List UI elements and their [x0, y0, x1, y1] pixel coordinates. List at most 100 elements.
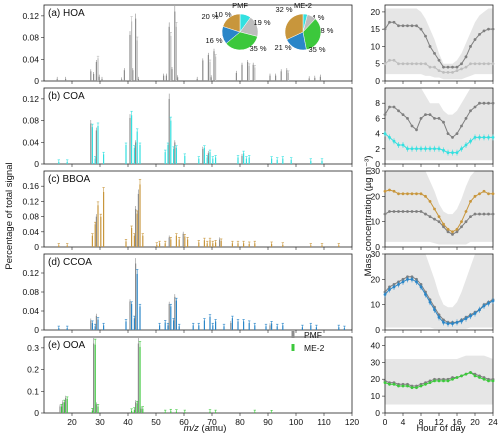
data-point	[419, 27, 423, 31]
bar-me2	[156, 244, 158, 247]
y-tick-label: 0	[375, 159, 380, 169]
data-point	[446, 151, 450, 155]
bar-me2	[203, 240, 205, 247]
data-point	[469, 45, 472, 48]
bar-pmf	[168, 303, 170, 330]
data-point	[388, 136, 391, 139]
pie-slice-label: 32 %	[275, 5, 292, 14]
bar-pmf	[165, 75, 167, 81]
bar-me2	[198, 158, 200, 164]
y-tick-label: 0	[375, 76, 380, 86]
y-tick-label: 0.16	[22, 181, 39, 191]
data-point	[455, 65, 459, 69]
bar-pmf	[174, 11, 176, 82]
data-point	[406, 24, 409, 28]
bar-pmf	[275, 75, 277, 81]
bar-me2	[142, 408, 144, 413]
bar-me2	[139, 184, 141, 247]
data-point	[437, 69, 441, 73]
bar-me2	[97, 319, 99, 330]
data-point	[487, 62, 490, 66]
data-point	[451, 70, 454, 74]
bar-me2	[206, 243, 208, 247]
data-point	[383, 212, 387, 216]
bar-me2	[315, 327, 317, 330]
bar-me2	[223, 326, 225, 330]
series-me2	[383, 130, 495, 156]
data-point	[388, 20, 391, 24]
data-point	[469, 215, 472, 219]
bar-me2	[125, 145, 127, 164]
data-point	[397, 24, 400, 28]
data-point	[401, 210, 405, 213]
data-point	[419, 117, 423, 120]
data-point	[491, 379, 495, 383]
data-point	[383, 293, 387, 296]
bar-me2	[136, 40, 138, 81]
data-point	[428, 200, 432, 203]
data-point	[478, 212, 481, 216]
data-point	[464, 372, 468, 376]
left-x-axis-label-unit: (amu)	[199, 423, 226, 434]
bar-me2	[184, 155, 186, 164]
bar-pmf	[171, 69, 173, 81]
data-point	[392, 139, 396, 143]
data-point	[428, 300, 432, 304]
bar-me2	[63, 402, 65, 413]
data-point	[424, 382, 427, 386]
x-tick-label: 40	[123, 417, 133, 427]
y-tick-label: 10	[371, 300, 381, 310]
bar-me2	[271, 323, 273, 330]
data-point	[451, 230, 454, 234]
x-tick-label: 24	[488, 417, 498, 427]
spectra-panels: 0 0.04 0.08 0.12 (a) HOA 0 0.04 0.08 0.12 (b) COA…	[22, 4, 359, 427]
y-tick-label: 40	[371, 340, 381, 350]
left-x-axis-label-italic: m/z	[184, 423, 200, 434]
data-point	[487, 379, 490, 383]
bar-me2	[133, 409, 135, 413]
data-point	[491, 192, 495, 196]
data-point	[460, 225, 463, 229]
y-tick-label: 0	[34, 159, 39, 169]
data-point	[451, 151, 454, 155]
series-me2	[383, 276, 495, 327]
y-tick-label: 0.08	[22, 116, 39, 126]
y-tick-label: 0.12	[22, 196, 39, 206]
data-point	[469, 62, 472, 66]
y-tick-label: 5	[375, 59, 380, 69]
bar-me2	[97, 205, 99, 247]
bar-me2	[271, 412, 273, 413]
y-tick-label: 0	[34, 408, 39, 418]
data-point	[388, 188, 391, 192]
data-point	[446, 70, 450, 74]
bar-me2	[231, 243, 233, 247]
bar-me2	[209, 316, 211, 330]
bar-me2	[175, 26, 177, 81]
y-tick-label: 15	[371, 24, 381, 34]
y-tick-label: 0.3	[27, 343, 39, 353]
x-tick-label: 20	[470, 417, 480, 427]
y-tick-label: 0.04	[22, 137, 39, 147]
bar-me2	[215, 242, 217, 247]
data-point	[437, 215, 441, 219]
x-tick-label: 50	[151, 417, 161, 427]
bar-me2	[66, 245, 68, 247]
bar-me2	[282, 158, 284, 164]
data-point	[446, 322, 450, 326]
bar-pmf	[174, 296, 176, 330]
bar-me2	[243, 153, 245, 164]
bar-me2	[248, 243, 250, 247]
data-point	[424, 34, 427, 38]
data-point	[478, 101, 481, 105]
bar-me2	[173, 148, 175, 164]
bar-me2	[164, 412, 166, 413]
data-point	[397, 384, 400, 388]
bar-me2	[245, 158, 247, 164]
bar-me2	[184, 236, 186, 247]
data-point	[433, 207, 436, 211]
bars	[57, 178, 340, 247]
data-point	[482, 29, 486, 33]
spectrum-panel-1: 0 0.04 0.08 0.12 (a) HOA	[22, 4, 353, 86]
x-tick-label: 16	[452, 417, 462, 427]
bar-me2	[276, 326, 278, 330]
